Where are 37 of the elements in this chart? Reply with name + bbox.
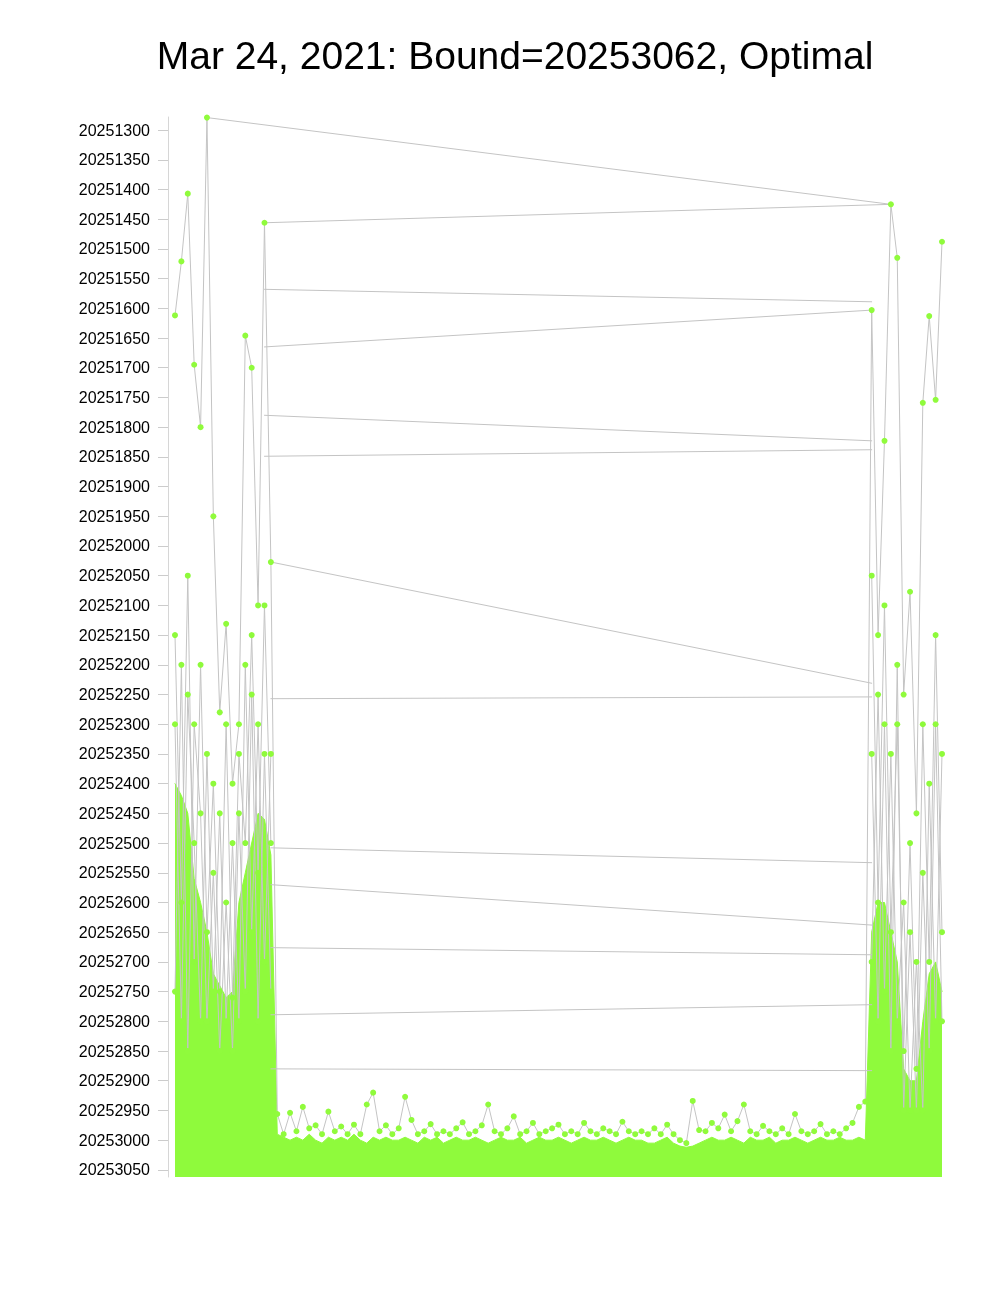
y-tick-label: 20252750 (78, 983, 151, 1001)
y-tick-label: 20252400 (78, 775, 151, 793)
y-tick-label: 20251350 (78, 151, 151, 169)
y-tick-label: 20252450 (78, 804, 151, 822)
y-tick-label: 20252950 (78, 1101, 151, 1119)
y-tick-label: 20251550 (78, 270, 151, 288)
y-tick-label: 20252550 (78, 864, 151, 882)
y-tick-label: 20252050 (78, 567, 151, 585)
chart-title: Mar 24, 2021: Bound=20253062, Optimal (156, 34, 874, 77)
y-tick-label: 20252250 (78, 686, 151, 704)
y-tick-label: 20251650 (78, 329, 151, 347)
y-tick-label: 20252150 (78, 626, 151, 644)
y-tick-label: 20253050 (78, 1161, 151, 1179)
y-tick-label: 20251400 (78, 180, 151, 198)
y-tick-label: 20251300 (78, 121, 151, 139)
y-tick-label: 20251600 (78, 299, 151, 317)
y-tick-label: 20251850 (78, 448, 151, 466)
y-tick-label: 20252850 (78, 1042, 151, 1060)
y-tick-label: 20252500 (78, 834, 151, 852)
y-tick-label: 20251700 (78, 359, 151, 377)
y-tick-label: 20251500 (78, 240, 151, 258)
y-tick-label: 20252800 (78, 1012, 151, 1030)
y-tick-label: 20251800 (78, 418, 151, 436)
y-tick-label: 20252000 (78, 537, 151, 555)
y-tick-label: 20252100 (78, 596, 151, 614)
y-tick-label: 20252350 (78, 745, 151, 763)
y-tick-label: 20252700 (78, 953, 151, 971)
y-tick-label: 20252900 (78, 1072, 151, 1090)
y-tick-label: 20251450 (78, 210, 151, 228)
y-tick-label: 20252600 (78, 893, 151, 911)
y-tick-label: 20251950 (78, 507, 151, 525)
y-tick-label: 20252300 (78, 715, 151, 733)
y-tick-label: 20253000 (78, 1131, 151, 1149)
y-tick-label: 20251900 (78, 478, 151, 496)
y-tick-label: 20251750 (78, 388, 151, 406)
y-tick-label: 20252200 (78, 656, 151, 674)
y-tick-label: 20252650 (78, 923, 151, 941)
